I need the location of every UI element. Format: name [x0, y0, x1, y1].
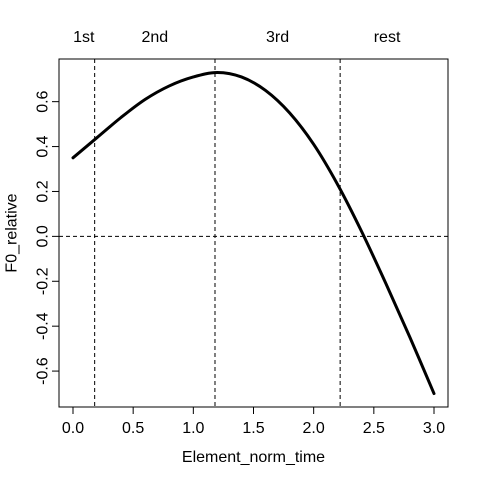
x-axis: 0.0 0.5 1.0 1.5 2.0 2.5 3.0 — [62, 406, 445, 437]
series-line — [71, 70, 436, 396]
x-tick-label: 3.0 — [423, 420, 445, 437]
y-tick-label: 0.0 — [35, 225, 52, 247]
y-axis-title: F0_relative — [4, 193, 21, 272]
x-tick-label: 2.5 — [363, 420, 385, 437]
segment-label: 1st — [73, 29, 95, 46]
y-tick-label: 0.2 — [35, 180, 52, 202]
y-tick-label: -0.6 — [35, 357, 52, 385]
y-tick-label: 0.6 — [35, 90, 52, 112]
x-axis-title: Element_norm_time — [182, 449, 325, 466]
x-tick-label: 2.0 — [303, 420, 325, 437]
segment-label: 3rd — [266, 29, 289, 46]
x-tick-label: 1.0 — [182, 420, 204, 437]
segment-label: rest — [374, 29, 401, 46]
series-group — [71, 70, 436, 396]
x-tick-label: 0.5 — [122, 420, 144, 437]
reference-lines — [59, 59, 448, 407]
x-tick-label: 1.5 — [242, 420, 264, 437]
y-tick-label: 0.4 — [35, 135, 52, 157]
y-axis: -0.6 -0.4 -0.2 0.0 0.2 0.4 0.6 — [35, 90, 60, 385]
y-tick-label: -0.2 — [35, 267, 52, 295]
y-tick-label: -0.4 — [35, 312, 52, 340]
segment-label: 2nd — [141, 29, 168, 46]
segment-labels: 1st 2nd 3rd rest — [73, 29, 401, 46]
x-tick-label: 0.0 — [62, 420, 84, 437]
